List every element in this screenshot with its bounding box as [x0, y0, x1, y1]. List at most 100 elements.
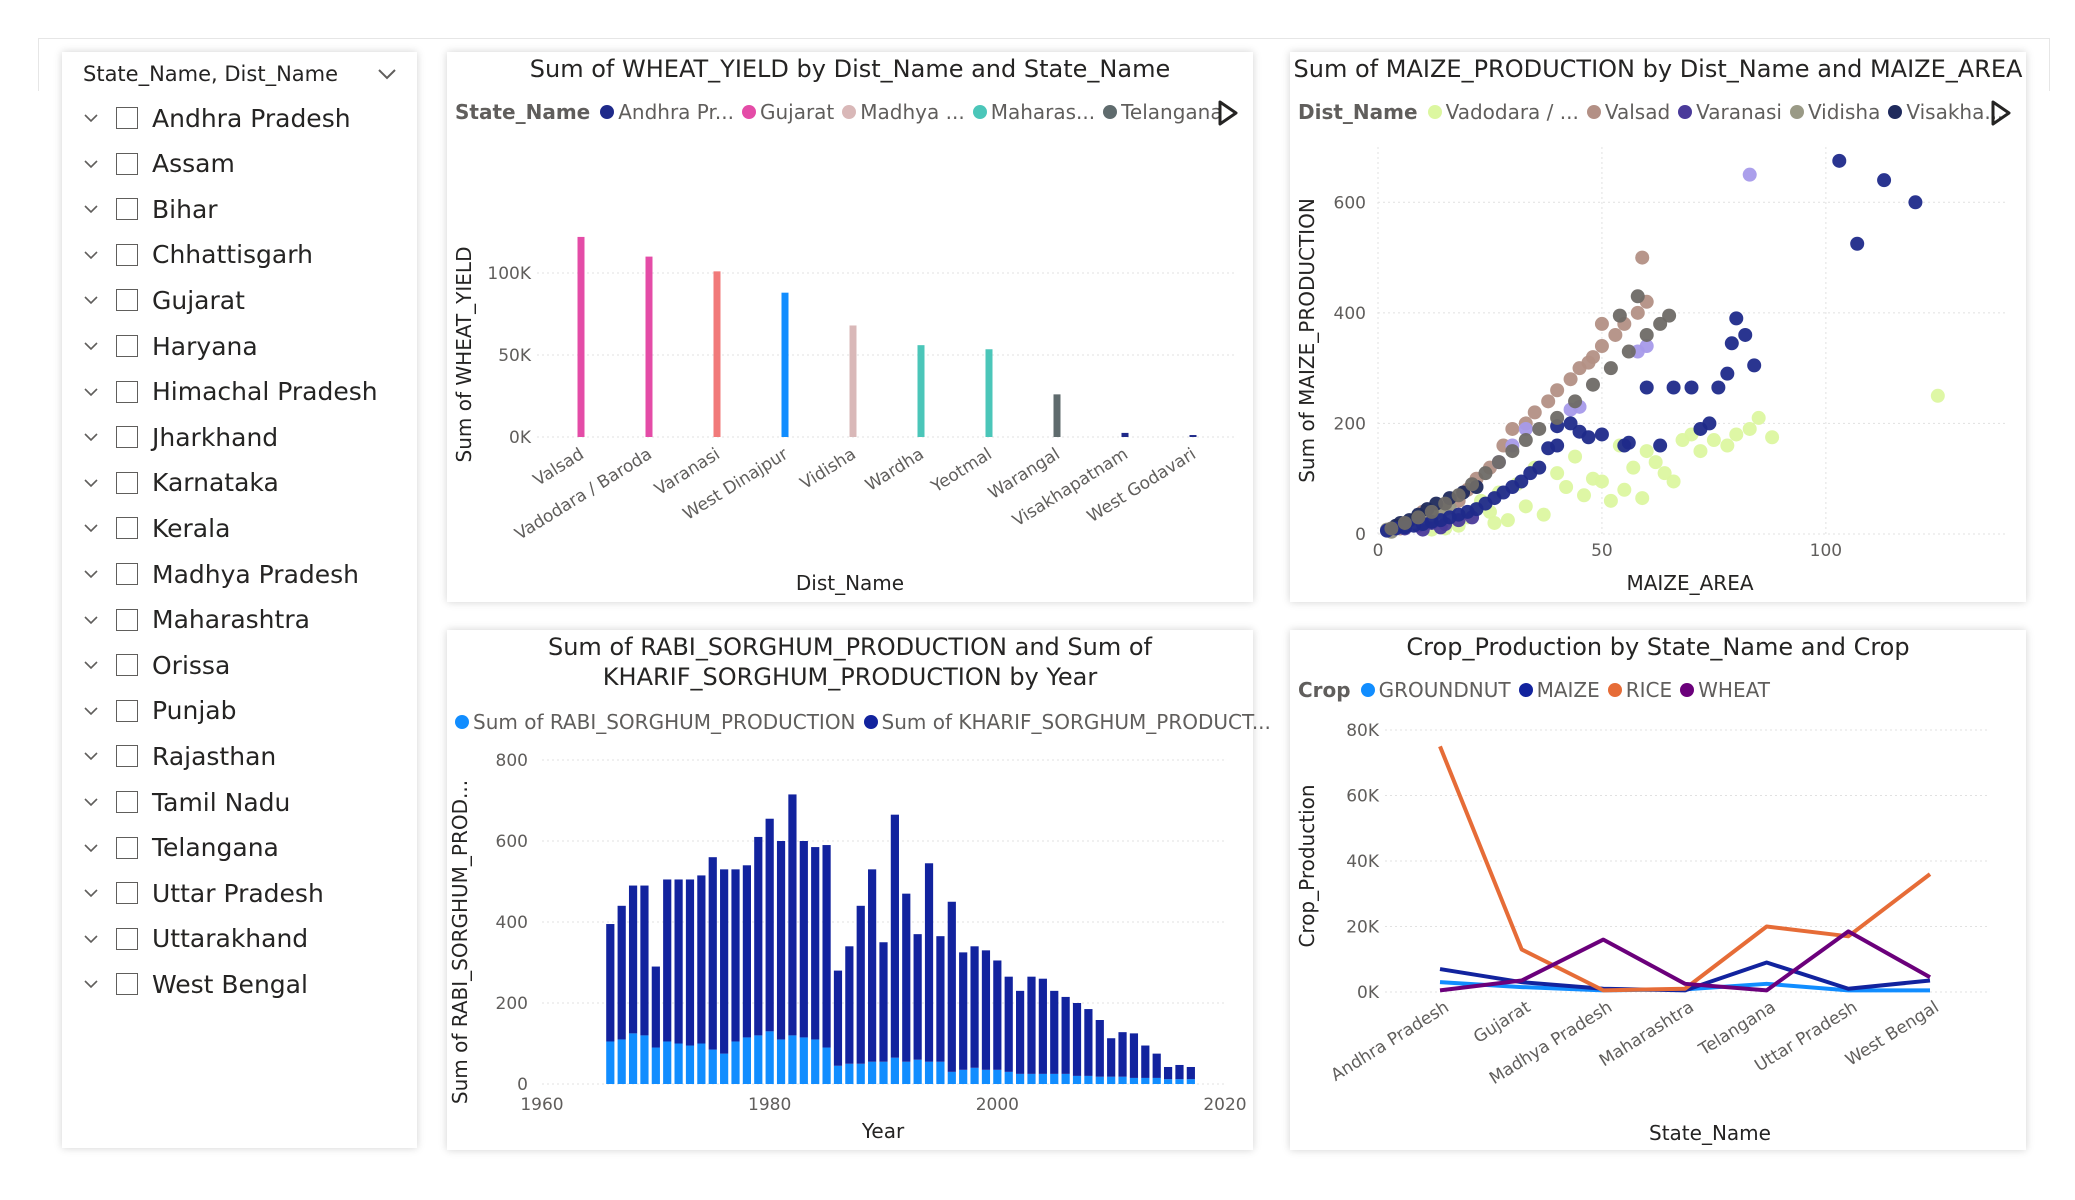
chevron-down-icon[interactable]	[82, 884, 100, 902]
chevron-down-icon[interactable]	[82, 291, 100, 309]
slicer-item[interactable]: Tamil Nadu	[82, 784, 290, 820]
bar-rabi	[1084, 1075, 1093, 1084]
slicer-item[interactable]: Gujarat	[82, 282, 245, 318]
chevron-down-icon[interactable]	[82, 337, 100, 355]
play-axis-icon[interactable]	[1990, 100, 2012, 126]
slicer-item[interactable]: Andhra Pradesh	[82, 100, 351, 136]
checkbox[interactable]	[116, 973, 138, 996]
checkbox[interactable]	[116, 152, 138, 175]
legend-item[interactable]: MAIZE	[1518, 678, 1600, 702]
slicer-item[interactable]: Chhattisgarh	[82, 237, 313, 273]
play-axis-icon[interactable]	[1217, 100, 1239, 126]
legend-item[interactable]: WHEAT	[1680, 678, 1770, 702]
chevron-down-icon[interactable]	[82, 200, 100, 218]
chevron-down-icon[interactable]	[82, 246, 100, 264]
data-point	[1559, 480, 1574, 495]
checkbox[interactable]	[116, 608, 138, 631]
slicer-item-label: Andhra Pradesh	[152, 103, 351, 133]
legend-item[interactable]: Sum of KHARIF_SORGHUM_PRODUCT...	[863, 710, 1271, 734]
chevron-down-icon[interactable]	[82, 155, 100, 173]
legend-item[interactable]: RICE	[1607, 678, 1673, 702]
bar-kharif	[1141, 1045, 1150, 1078]
chevron-down-icon[interactable]	[82, 611, 100, 629]
checkbox[interactable]	[116, 335, 138, 357]
chevron-down-icon[interactable]	[82, 565, 100, 583]
slicer-item[interactable]: Madhya Pradesh	[82, 556, 359, 592]
bar	[1053, 394, 1061, 437]
checkbox[interactable]	[116, 243, 138, 266]
checkbox[interactable]	[116, 380, 138, 403]
data-point	[1639, 444, 1654, 459]
legend-item[interactable]: Varanasi	[1678, 100, 1782, 124]
chevron-down-icon[interactable]	[82, 474, 100, 492]
chevron-down-icon[interactable]	[82, 975, 100, 993]
checkbox[interactable]	[116, 563, 138, 585]
legend-item[interactable]: GROUNDNUT	[1360, 678, 1511, 702]
chevron-down-icon[interactable]	[82, 930, 100, 948]
slicer-item[interactable]: Uttarakhand	[82, 921, 308, 957]
checkbox[interactable]	[116, 836, 138, 859]
slicer-item[interactable]: Rajasthan	[82, 738, 276, 774]
slicer-item[interactable]: Maharashtra	[82, 602, 310, 638]
chevron-down-icon[interactable]	[82, 656, 100, 674]
slicer-item[interactable]: Uttar Pradesh	[82, 875, 324, 911]
legend-label: Visakha...	[1906, 100, 2004, 124]
checkbox[interactable]	[116, 882, 138, 905]
legend-item[interactable]: Sum of RABI_SORGHUM_PRODUCTION	[455, 710, 856, 734]
legend-label: RICE	[1625, 678, 1673, 702]
slicer-item[interactable]: West Bengal	[82, 966, 308, 1002]
slicer-item[interactable]: Kerala	[82, 510, 230, 546]
checkbox[interactable]	[116, 654, 138, 677]
chevron-down-icon[interactable]	[375, 62, 399, 86]
legend-item[interactable]: Vidisha	[1789, 100, 1880, 124]
chevron-down-icon[interactable]	[82, 793, 100, 811]
legend-item[interactable]: Gujarat	[741, 100, 834, 124]
checkbox[interactable]	[116, 517, 138, 540]
chevron-down-icon[interactable]	[82, 428, 100, 446]
data-point	[1738, 327, 1753, 342]
slicer-item[interactable]: Bihar	[82, 191, 218, 227]
legend-item[interactable]: Madhya ...	[842, 100, 965, 124]
data-point	[1724, 336, 1739, 351]
data-point	[1563, 416, 1578, 431]
slicer-item[interactable]: Assam	[82, 146, 235, 182]
bar-rabi	[913, 1059, 922, 1084]
slicer-item[interactable]: Orissa	[82, 647, 230, 683]
legend-item[interactable]: Vadodara / ...	[1427, 100, 1579, 124]
slicer-item[interactable]: Haryana	[82, 328, 258, 364]
chevron-down-icon[interactable]	[82, 839, 100, 857]
legend-item[interactable]: Visakha...	[1888, 100, 2003, 124]
checkbox[interactable]	[116, 791, 138, 813]
legend-dot-icon	[972, 105, 987, 119]
bar-kharif	[1004, 976, 1013, 1072]
legend-item[interactable]: Telangana	[1103, 100, 1223, 124]
checkbox[interactable]	[116, 699, 138, 722]
slicer-item[interactable]: Himachal Pradesh	[82, 374, 378, 410]
data-point	[1577, 488, 1592, 503]
bar	[985, 349, 993, 437]
bar	[577, 236, 585, 437]
checkbox[interactable]	[116, 289, 138, 312]
chevron-down-icon[interactable]	[82, 109, 100, 127]
checkbox[interactable]	[116, 471, 138, 494]
legend-item[interactable]: Andhra Pr...	[600, 100, 734, 124]
data-point	[1630, 289, 1645, 304]
legend-item[interactable]: Maharas...	[972, 100, 1095, 124]
slicer-item[interactable]: Telangana	[82, 830, 279, 866]
bar-rabi	[1186, 1079, 1195, 1084]
checkbox[interactable]	[116, 927, 138, 950]
slicer-item[interactable]: Jharkhand	[82, 419, 278, 455]
checkbox[interactable]	[116, 745, 138, 768]
chevron-down-icon[interactable]	[82, 383, 100, 401]
data-point	[1666, 380, 1681, 395]
checkbox[interactable]	[116, 198, 138, 221]
chevron-down-icon[interactable]	[82, 747, 100, 765]
slicer-item[interactable]: Karnataka	[82, 465, 279, 501]
bar-kharif	[1050, 990, 1059, 1074]
checkbox[interactable]	[116, 426, 138, 449]
chevron-down-icon[interactable]	[82, 519, 100, 537]
slicer-item[interactable]: Punjab	[82, 693, 236, 729]
chevron-down-icon[interactable]	[82, 702, 100, 720]
checkbox[interactable]	[116, 107, 138, 129]
legend-item[interactable]: Valsad	[1586, 100, 1670, 124]
